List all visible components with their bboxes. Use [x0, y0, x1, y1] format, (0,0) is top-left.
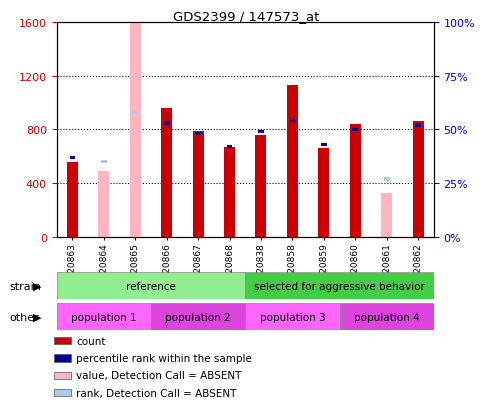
Text: population 2: population 2 — [165, 312, 231, 322]
Text: value, Detection Call = ABSENT: value, Detection Call = ABSENT — [76, 370, 242, 380]
Bar — [67, 162, 78, 237]
Text: other: other — [10, 312, 39, 322]
Text: ▶: ▶ — [33, 312, 41, 322]
Bar — [318, 149, 329, 237]
Bar — [415, 124, 421, 128]
Bar — [258, 131, 264, 134]
Bar — [101, 161, 106, 164]
Text: percentile rank within the sample: percentile rank within the sample — [76, 353, 252, 363]
Bar — [151, 304, 245, 330]
Bar — [340, 304, 434, 330]
Text: GDS2399 / 147573_at: GDS2399 / 147573_at — [174, 10, 319, 23]
Bar — [164, 122, 170, 125]
Text: ▶: ▶ — [33, 281, 41, 291]
Text: selected for aggressive behavior: selected for aggressive behavior — [254, 281, 425, 291]
Bar — [245, 273, 434, 299]
Text: strain: strain — [10, 281, 42, 291]
Text: rank, Detection Call = ABSENT: rank, Detection Call = ABSENT — [76, 388, 237, 398]
Bar — [57, 304, 151, 330]
Bar — [70, 157, 75, 160]
Bar — [287, 86, 298, 237]
Bar — [130, 23, 141, 237]
Bar — [413, 122, 423, 237]
Text: population 3: population 3 — [260, 312, 325, 322]
Bar — [195, 133, 201, 136]
Bar — [98, 172, 109, 237]
Text: population 1: population 1 — [71, 312, 137, 322]
Bar — [57, 273, 245, 299]
Bar — [352, 128, 358, 132]
Text: population 4: population 4 — [354, 312, 420, 322]
Text: count: count — [76, 336, 106, 346]
Bar — [193, 131, 204, 237]
Bar — [227, 146, 232, 149]
Bar — [289, 120, 295, 123]
Bar — [255, 135, 267, 237]
Bar — [321, 143, 327, 147]
Bar — [381, 193, 392, 237]
Bar — [245, 304, 340, 330]
Bar — [384, 178, 389, 181]
Bar — [161, 109, 172, 237]
Bar — [350, 125, 361, 237]
Text: reference: reference — [126, 281, 176, 291]
Bar — [133, 111, 138, 114]
Bar — [224, 147, 235, 237]
